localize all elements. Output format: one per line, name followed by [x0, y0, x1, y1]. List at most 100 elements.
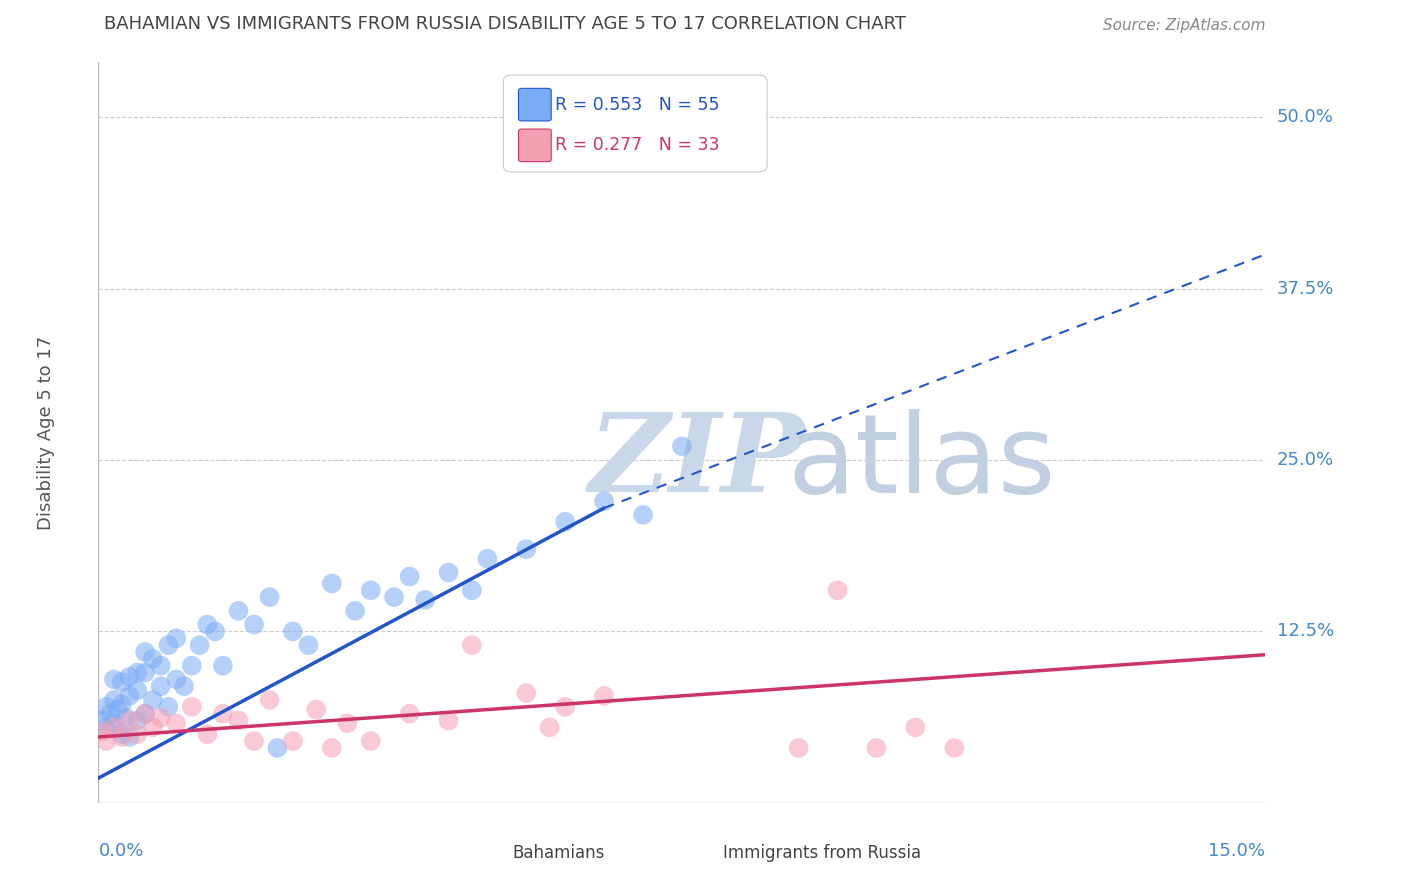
- Point: [98, 706, 121, 721]
- Point: [111, 697, 134, 711]
- Text: Immigrants from Russia: Immigrants from Russia: [723, 844, 921, 863]
- Point: [593, 494, 616, 508]
- Point: [593, 689, 616, 703]
- FancyBboxPatch shape: [503, 75, 768, 172]
- Point: [127, 714, 149, 728]
- Point: [943, 741, 966, 756]
- Point: [142, 720, 165, 734]
- Point: [103, 673, 125, 687]
- Point: [134, 665, 156, 680]
- Point: [437, 566, 460, 580]
- Point: [259, 693, 281, 707]
- Point: [865, 741, 887, 756]
- Point: [305, 702, 328, 716]
- Text: 37.5%: 37.5%: [1277, 280, 1334, 298]
- Text: R = 0.553   N = 55: R = 0.553 N = 55: [555, 95, 720, 113]
- Point: [103, 716, 125, 731]
- Point: [134, 645, 156, 659]
- Point: [91, 714, 114, 728]
- Text: Disability Age 5 to 17: Disability Age 5 to 17: [37, 335, 55, 530]
- Point: [461, 638, 484, 652]
- Point: [96, 699, 118, 714]
- Point: [321, 576, 343, 591]
- Text: 12.5%: 12.5%: [1277, 623, 1334, 640]
- Point: [437, 714, 460, 728]
- Point: [413, 593, 436, 607]
- Point: [149, 658, 172, 673]
- Point: [212, 706, 235, 721]
- FancyBboxPatch shape: [519, 129, 551, 161]
- Point: [228, 604, 250, 618]
- Text: BAHAMIAN VS IMMIGRANTS FROM RUSSIA DISABILITY AGE 5 TO 17 CORRELATION CHART: BAHAMIAN VS IMMIGRANTS FROM RUSSIA DISAB…: [104, 15, 907, 33]
- Point: [127, 665, 149, 680]
- Point: [212, 658, 235, 673]
- Point: [157, 699, 180, 714]
- Point: [188, 638, 211, 652]
- Point: [671, 439, 693, 453]
- Point: [149, 679, 172, 693]
- Point: [281, 624, 304, 639]
- FancyBboxPatch shape: [519, 88, 551, 121]
- Point: [91, 724, 114, 739]
- Point: [180, 699, 202, 714]
- Point: [111, 675, 134, 690]
- Text: ZIP: ZIP: [589, 409, 806, 516]
- Point: [259, 590, 281, 604]
- Point: [195, 617, 218, 632]
- Point: [827, 583, 849, 598]
- Point: [787, 741, 810, 756]
- Point: [127, 683, 149, 698]
- Point: [398, 569, 420, 583]
- Point: [142, 652, 165, 666]
- Point: [631, 508, 654, 522]
- Point: [118, 714, 141, 728]
- Point: [538, 720, 561, 734]
- Point: [118, 689, 141, 703]
- Point: [96, 720, 118, 734]
- Point: [477, 551, 499, 566]
- Point: [398, 706, 420, 721]
- Point: [228, 714, 250, 728]
- Point: [96, 734, 118, 748]
- Point: [149, 711, 172, 725]
- Point: [904, 720, 927, 734]
- Point: [165, 673, 187, 687]
- Point: [103, 693, 125, 707]
- Point: [360, 583, 382, 598]
- Point: [173, 679, 195, 693]
- Point: [321, 741, 343, 756]
- Point: [134, 706, 156, 721]
- Point: [114, 711, 136, 725]
- Point: [103, 720, 125, 734]
- Text: 15.0%: 15.0%: [1208, 842, 1265, 860]
- Point: [180, 658, 202, 673]
- Text: atlas: atlas: [787, 409, 1056, 516]
- Point: [461, 583, 484, 598]
- FancyBboxPatch shape: [468, 840, 499, 866]
- Point: [243, 617, 266, 632]
- Point: [382, 590, 405, 604]
- Point: [111, 727, 134, 741]
- Point: [204, 624, 226, 639]
- Point: [515, 686, 537, 700]
- Point: [111, 730, 134, 744]
- Point: [360, 734, 382, 748]
- Point: [118, 670, 141, 684]
- Point: [554, 699, 576, 714]
- Point: [165, 632, 187, 646]
- Point: [554, 515, 576, 529]
- Point: [165, 716, 187, 731]
- Text: Source: ZipAtlas.com: Source: ZipAtlas.com: [1102, 18, 1265, 33]
- Text: 50.0%: 50.0%: [1277, 108, 1333, 127]
- Point: [281, 734, 304, 748]
- Point: [107, 702, 129, 716]
- Point: [266, 741, 288, 756]
- Text: R = 0.277   N = 33: R = 0.277 N = 33: [555, 136, 720, 154]
- Text: 0.0%: 0.0%: [98, 842, 143, 860]
- Point: [515, 542, 537, 557]
- Point: [195, 727, 218, 741]
- Text: Bahamians: Bahamians: [513, 844, 605, 863]
- Point: [336, 716, 359, 731]
- Point: [134, 706, 156, 721]
- Point: [243, 734, 266, 748]
